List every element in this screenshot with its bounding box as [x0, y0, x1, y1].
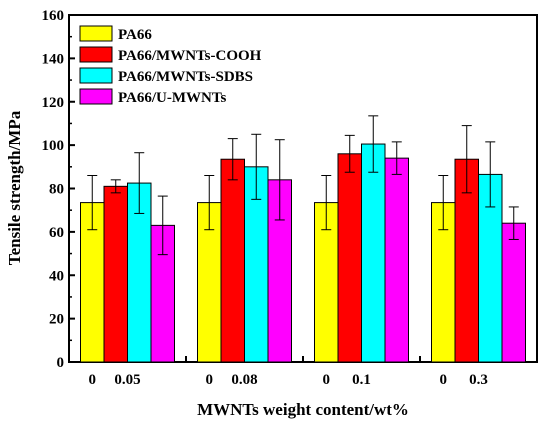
x-axis: 0 0.05 0 0.08 0 0.1 0 0.3 — [89, 356, 488, 388]
bar-pa66-u-mwnts — [501, 222, 526, 363]
x-tick-label: 0 — [206, 372, 214, 388]
bar-pa66-mwnts-cooh — [220, 158, 245, 363]
legend-label: PA66 — [118, 27, 152, 43]
y-tick-label: 60 — [49, 225, 64, 241]
y-tick-label: 40 — [49, 268, 64, 284]
bar-pa66-mwnts-sdbs — [361, 143, 386, 363]
legend: PA66 PA66/MWNTs-COOH PA66/MWNTs-SDBS PA66/U… — [79, 25, 262, 106]
y-tick-label: 80 — [49, 182, 64, 198]
error-bars-layer — [87, 115, 519, 256]
y-tick-label: 160 — [42, 8, 65, 24]
legend-swatch — [79, 88, 113, 105]
y-tick-label: 20 — [49, 312, 64, 328]
x-tick-label: 0.08 — [231, 372, 257, 388]
x-tick-label: 0.3 — [469, 372, 488, 388]
legend-swatch — [79, 25, 113, 42]
x-tick-label: 0 — [323, 372, 331, 388]
y-axis-title: Tensile strength/MPa — [5, 110, 24, 265]
legend-swatch — [79, 67, 113, 84]
x-tick-label: 0 — [89, 372, 97, 388]
legend-label: PA66/MWNTs-SDBS — [118, 69, 253, 85]
x-tick-label: 0 — [440, 372, 448, 388]
y-tick-label: 0 — [57, 355, 65, 371]
legend-label: PA66/U-MWNTs — [118, 90, 226, 106]
y-axis: 0 20 40 60 80 100 120 140 160 — [42, 8, 75, 371]
x-axis-title: MWNTs weight content/wt% — [197, 400, 409, 419]
y-tick-label: 120 — [42, 95, 65, 111]
y-tick-label: 100 — [42, 138, 65, 154]
legend-label: PA66/MWNTs-COOH — [118, 48, 262, 64]
y-tick-label: 140 — [42, 51, 65, 67]
bars-layer — [80, 143, 526, 363]
x-tick-label: 0.05 — [114, 372, 140, 388]
bar-pa66-u-mwnts — [384, 157, 409, 363]
bar-pa66-mwnts-cooh — [103, 185, 128, 363]
legend-swatch — [79, 46, 113, 63]
x-tick-label: 0.1 — [352, 372, 371, 388]
bar-pa66-mwnts-cooh — [337, 153, 362, 363]
